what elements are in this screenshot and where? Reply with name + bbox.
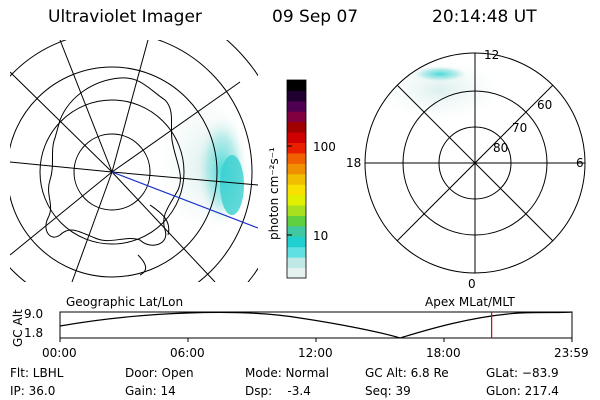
colorbar-segment: [287, 121, 306, 133]
mlt-label-top: 12: [484, 48, 500, 62]
colorbar-segment: [287, 173, 306, 185]
colorbar-segment: [287, 236, 306, 248]
colorbar-segment: [287, 246, 306, 258]
colorbar-segment: [287, 100, 306, 112]
mlt-label-right: 6: [576, 156, 584, 170]
alt-ytick-low: 1.8: [24, 326, 44, 340]
colorbar-segment: [287, 267, 306, 279]
info-gc-alt: GC Alt: 6.8 Re: [365, 366, 449, 380]
colorbar-segment: [287, 142, 306, 154]
colorbar-segment: [287, 184, 306, 196]
colorbar-segment: [287, 90, 306, 102]
info-dsp: Dsp: -3.4: [245, 384, 311, 398]
time-label: 20:14:48 UT: [432, 7, 537, 27]
info-filter: Flt: LBHL: [10, 366, 64, 380]
colorbar-tick-100: 100: [313, 140, 336, 154]
info-door: Door: Open: [125, 366, 194, 380]
colorbar-unit-label: photon cm⁻²s⁻¹: [267, 147, 281, 240]
colorbar-segment: [287, 80, 306, 91]
altitude-curve: [59, 311, 573, 339]
colorbar-segment: [287, 152, 306, 164]
info-glon: GLon: 217.4: [486, 384, 559, 398]
magnetic-map: [364, 52, 586, 274]
colorbar-segment: [287, 215, 306, 227]
xtick-2: 12:00: [298, 346, 333, 360]
info-glat: GLat: −83.9: [486, 366, 559, 380]
colorbar-segment: [287, 257, 306, 269]
latitude-circles: [10, 40, 258, 282]
colorbar-segment: [287, 163, 306, 175]
info-mode: Mode: Normal: [245, 366, 329, 380]
meridians: [10, 40, 258, 282]
info-gain: Gain: 14: [125, 384, 176, 398]
colorbar-segment: [287, 205, 306, 216]
mlt-label-bottom: 0: [468, 277, 476, 291]
aurora-emission-geo: [160, 95, 250, 235]
geographic-map: [10, 40, 258, 282]
info-seq: Seq: 39: [365, 384, 411, 398]
colorbar-segment: [287, 111, 306, 123]
info-ip: IP: 36.0: [10, 384, 56, 398]
lat-label-70: 70: [512, 121, 528, 135]
date-label: 09 Sep 07: [272, 7, 359, 27]
colorbar-segment: [287, 132, 306, 144]
alt-ytick-high: 9.0: [24, 307, 44, 321]
colorbar-segment: [287, 194, 306, 206]
colorbar-tick-10: 10: [313, 229, 329, 243]
xtick-4: 23:59: [554, 346, 589, 360]
xtick-1: 06:00: [170, 346, 205, 360]
sat-track-blue: [111, 171, 258, 229]
geographic-caption: Geographic Lat/Lon: [66, 295, 184, 309]
lat-label-80: 80: [493, 141, 509, 155]
altitude-plot: [59, 311, 573, 342]
mlt-label-left: 18: [346, 156, 362, 170]
colorbar: [287, 80, 306, 279]
alt-axis-label: GC Alt: [11, 309, 25, 347]
aurora-emission-mag: [380, 60, 500, 120]
instrument-title: Ultraviolet Imager: [48, 7, 202, 27]
magnetic-caption: Apex MLat/MLT: [425, 295, 515, 309]
xtick-3: 18:00: [426, 346, 461, 360]
xtick-0: 00:00: [42, 346, 77, 360]
coastline: [45, 77, 181, 246]
colorbar-segment: [287, 225, 306, 237]
lat-label-60: 60: [537, 98, 553, 112]
